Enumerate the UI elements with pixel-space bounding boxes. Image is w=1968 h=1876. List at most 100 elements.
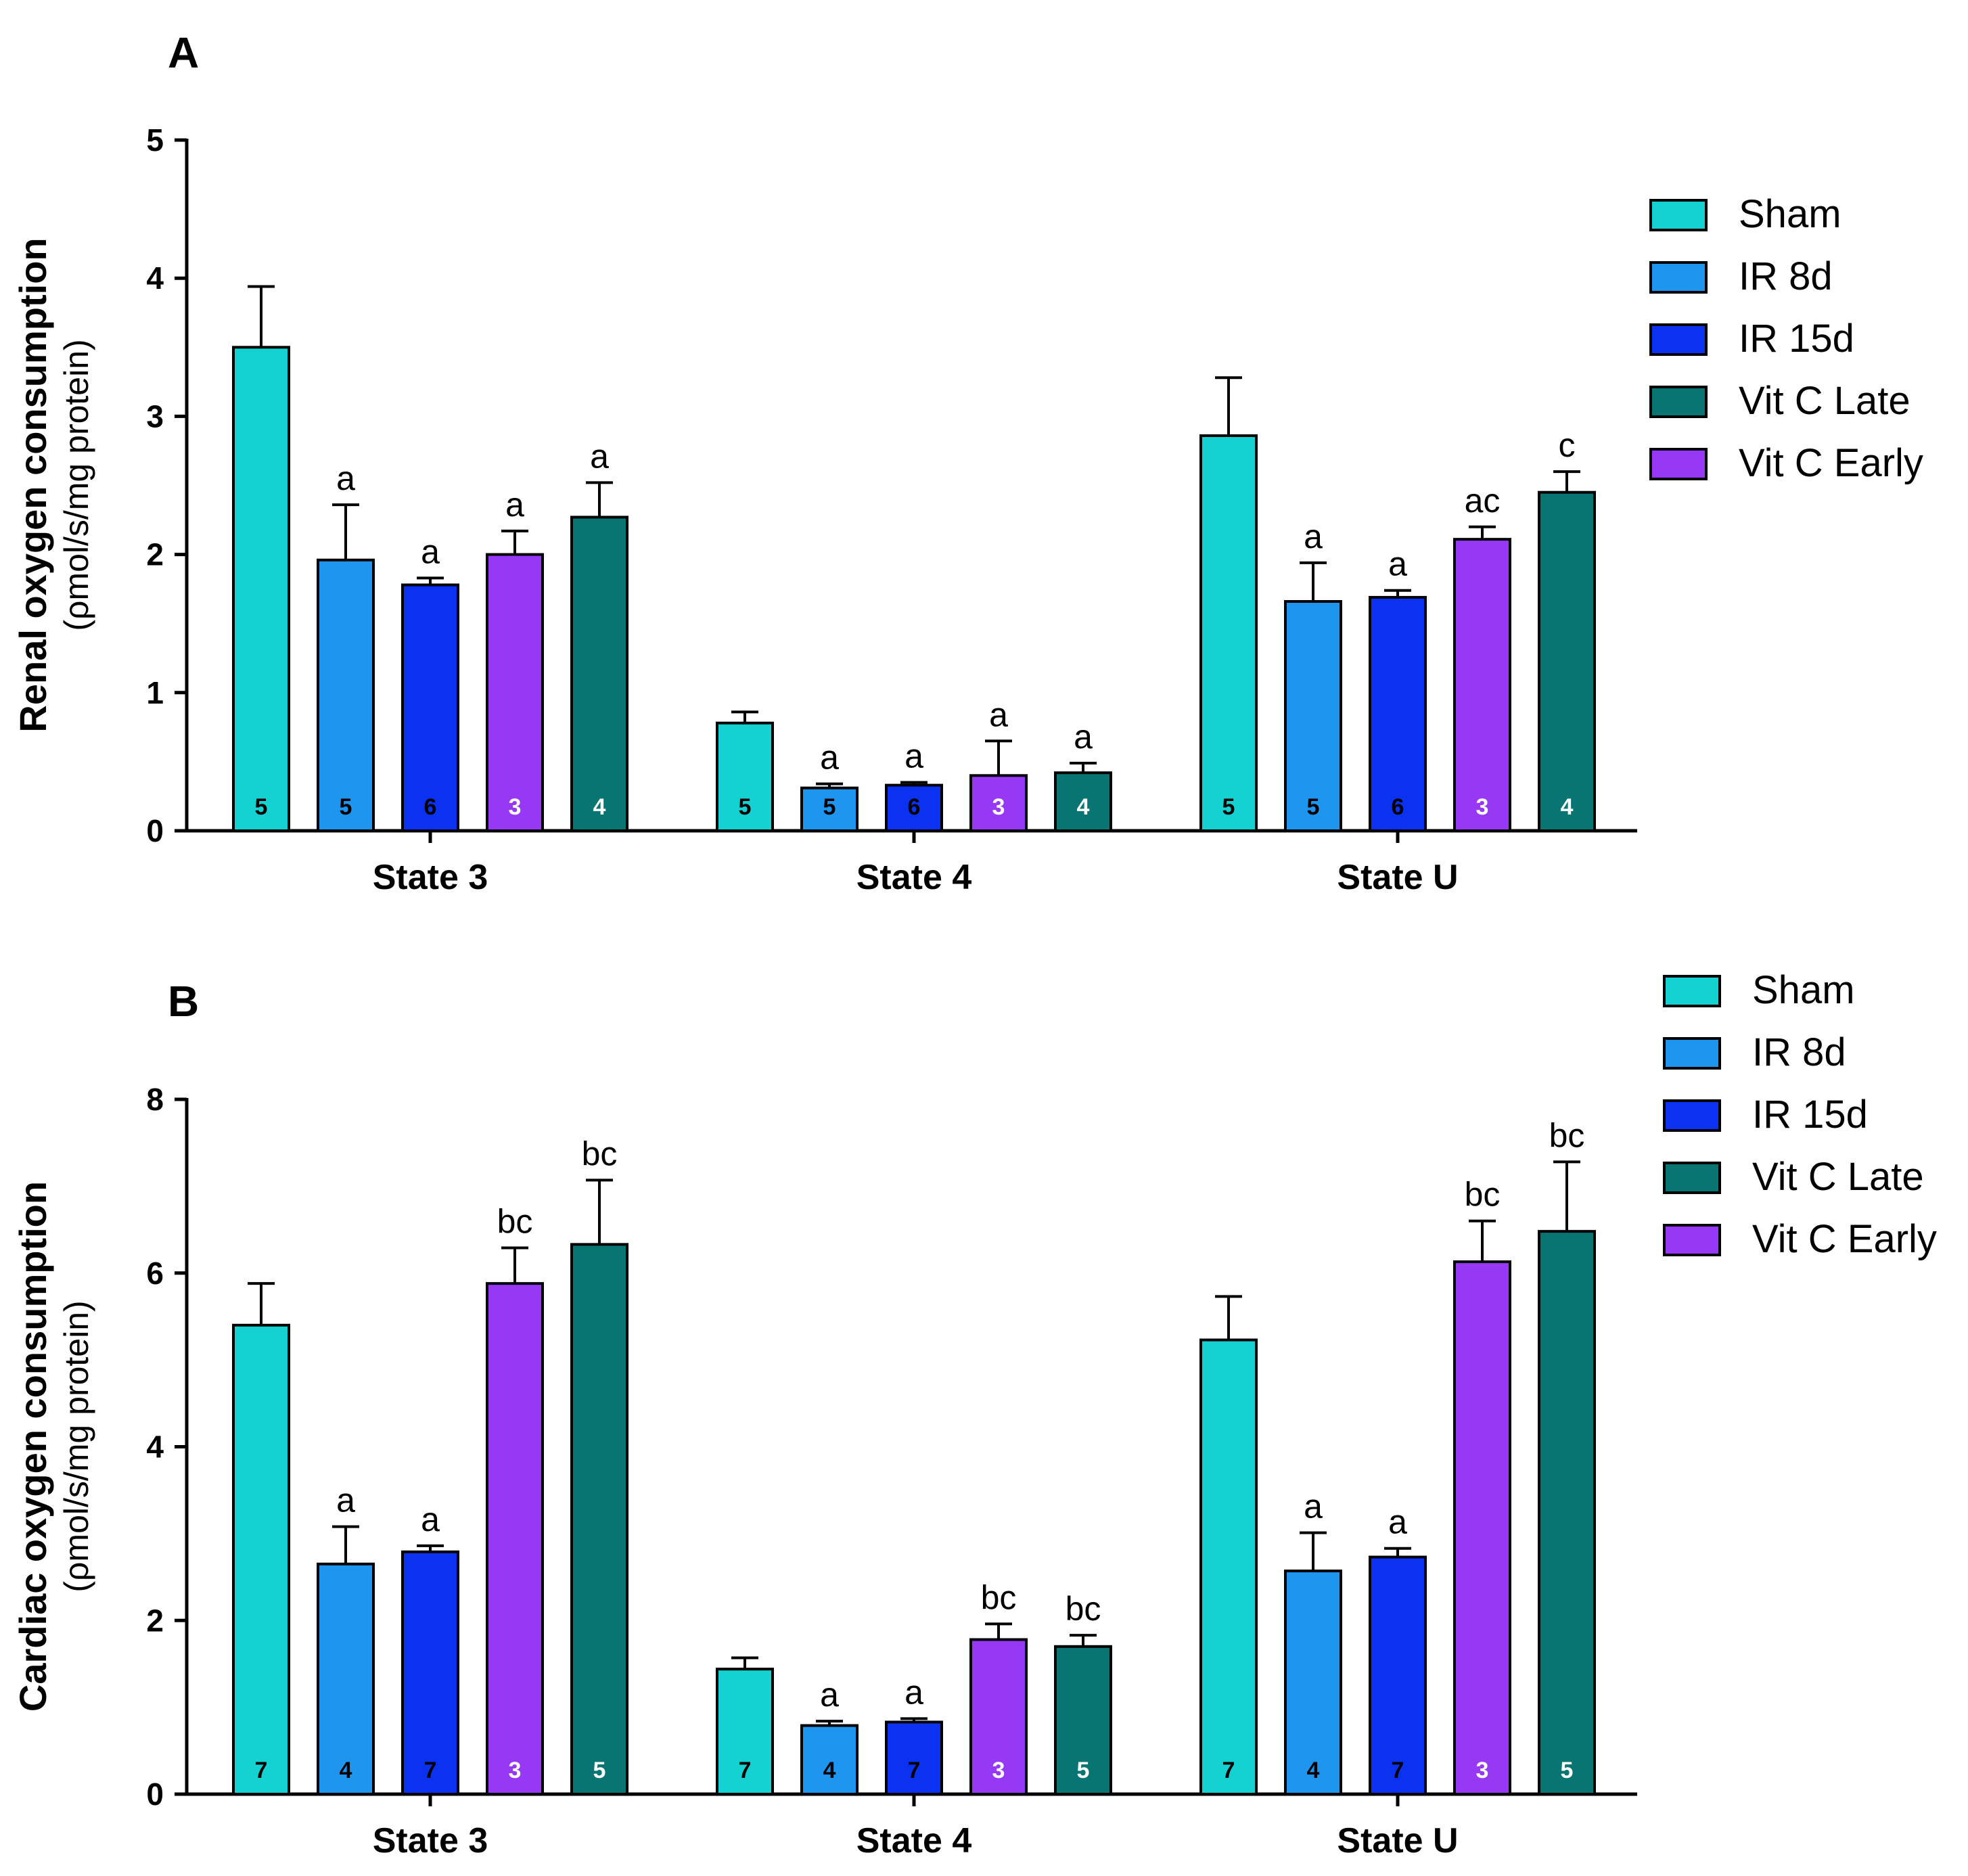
significance-label: bc — [497, 1203, 533, 1241]
significance-label: a — [989, 695, 1008, 733]
bar-vit-c-early — [969, 774, 1028, 832]
n-label: 5 — [1077, 1758, 1090, 1783]
y-axis-units: (ρmol/s/mg protein) — [58, 1300, 95, 1592]
bar-sham — [716, 1668, 774, 1795]
bar-vit-c-late — [1538, 1230, 1596, 1795]
bar-vit-c-late — [1054, 1645, 1112, 1795]
n-label: 4 — [1307, 1758, 1320, 1783]
n-label: 7 — [424, 1758, 437, 1783]
bar-vit-c-late — [1538, 490, 1596, 833]
bar-sham — [716, 721, 774, 832]
significance-label: a — [590, 437, 609, 475]
legend-label: IR 8d — [1752, 1030, 1846, 1074]
x-tick-label: State 3 — [373, 858, 488, 897]
n-label: 4 — [1561, 794, 1574, 820]
legend-swatch — [1649, 323, 1708, 356]
significance-label: bc — [582, 1135, 618, 1172]
n-label: 5 — [1561, 1758, 1574, 1783]
bar-ir-15d — [401, 1550, 459, 1795]
bar-vit-c-late — [570, 516, 628, 832]
significance-label: a — [421, 532, 440, 570]
bar-vit-c-early — [969, 1638, 1028, 1795]
x-tick-label: State 4 — [856, 1821, 972, 1860]
significance-label: ac — [1465, 482, 1501, 520]
significance-label: a — [1074, 718, 1093, 756]
n-label: 5 — [255, 794, 268, 820]
bar-sham — [1199, 434, 1258, 832]
significance-label: bc — [1549, 1116, 1585, 1154]
y-tick-label: 2 — [146, 1603, 164, 1638]
n-label: 3 — [1476, 1758, 1489, 1783]
legend-swatch — [1663, 1224, 1721, 1256]
bar-ir-15d — [1369, 595, 1427, 832]
n-label: 7 — [1222, 1758, 1235, 1783]
x-tick-label: State U — [1337, 858, 1458, 897]
significance-label: a — [905, 737, 923, 775]
bar-ir-15d — [885, 783, 943, 833]
bar-ir-8d — [800, 1724, 859, 1795]
legend-swatch — [1649, 448, 1708, 480]
n-label: 6 — [424, 794, 437, 820]
n-label: 6 — [1392, 794, 1404, 820]
significance-label: a — [336, 1482, 355, 1519]
n-label: 4 — [593, 794, 606, 820]
x-tick-label: State 3 — [373, 1821, 488, 1860]
y-axis-title: Renal oxygen consumption — [12, 237, 54, 732]
significance-label: a — [505, 486, 524, 524]
bar-vit-c-late — [1054, 771, 1112, 832]
significance-label: bc — [1465, 1176, 1501, 1214]
panel-letter: A — [168, 28, 199, 77]
legend-label: IR 15d — [1739, 317, 1854, 361]
bar-vit-c-early — [1453, 538, 1511, 832]
y-axis-title: Cardiac oxygen consumption — [12, 1181, 54, 1712]
y-tick-label: 4 — [146, 260, 164, 296]
legend-label: IR 15d — [1752, 1093, 1868, 1137]
bar-vit-c-early — [486, 553, 544, 832]
bar-sham — [232, 1323, 290, 1795]
panel-letter: B — [168, 977, 199, 1026]
bar-ir-8d — [1284, 600, 1342, 832]
n-label: 7 — [908, 1758, 921, 1783]
legend-swatch — [1649, 386, 1708, 418]
significance-label: a — [905, 1673, 923, 1711]
legend-label: Vit C Early — [1739, 441, 1923, 485]
n-label: 7 — [255, 1758, 268, 1783]
n-label: 3 — [509, 794, 522, 820]
bar-ir-8d — [800, 786, 859, 832]
legend-label: IR 8d — [1739, 254, 1833, 298]
legend-label: Sham — [1752, 968, 1855, 1012]
y-tick-label: 1 — [146, 675, 164, 710]
y-tick-label: 2 — [146, 537, 164, 572]
bar-sham — [1199, 1338, 1258, 1795]
legend-label: Vit C Late — [1739, 379, 1910, 423]
significance-label: a — [1304, 518, 1323, 555]
n-label: 3 — [1476, 794, 1489, 820]
significance-label: a — [820, 739, 839, 777]
legend-swatch — [1649, 261, 1708, 294]
significance-label: c — [1559, 426, 1576, 464]
n-label: 4 — [823, 1758, 836, 1783]
n-label: 3 — [992, 1758, 1005, 1783]
legend-swatch — [1663, 975, 1721, 1007]
n-label: 5 — [340, 794, 352, 820]
significance-label: bc — [981, 1578, 1017, 1616]
n-label: 3 — [992, 794, 1005, 820]
n-label: 5 — [739, 794, 752, 820]
n-label: 6 — [908, 794, 921, 820]
bar-ir-8d — [317, 1562, 375, 1795]
y-tick-label: 8 — [146, 1082, 164, 1117]
n-label: 5 — [593, 1758, 606, 1783]
bar-vit-c-late — [570, 1243, 628, 1795]
n-label: 4 — [1077, 794, 1090, 820]
y-tick-label: 4 — [146, 1429, 164, 1465]
legend-label: Vit C Early — [1752, 1217, 1937, 1261]
n-label: 4 — [340, 1758, 352, 1783]
bar-vit-c-early — [486, 1282, 544, 1795]
significance-label: a — [336, 459, 355, 497]
n-label: 7 — [1392, 1758, 1404, 1783]
bar-sham — [232, 346, 290, 832]
legend-swatch — [1663, 1162, 1721, 1194]
significance-label: a — [1304, 1488, 1323, 1526]
y-tick-label: 6 — [146, 1256, 164, 1291]
